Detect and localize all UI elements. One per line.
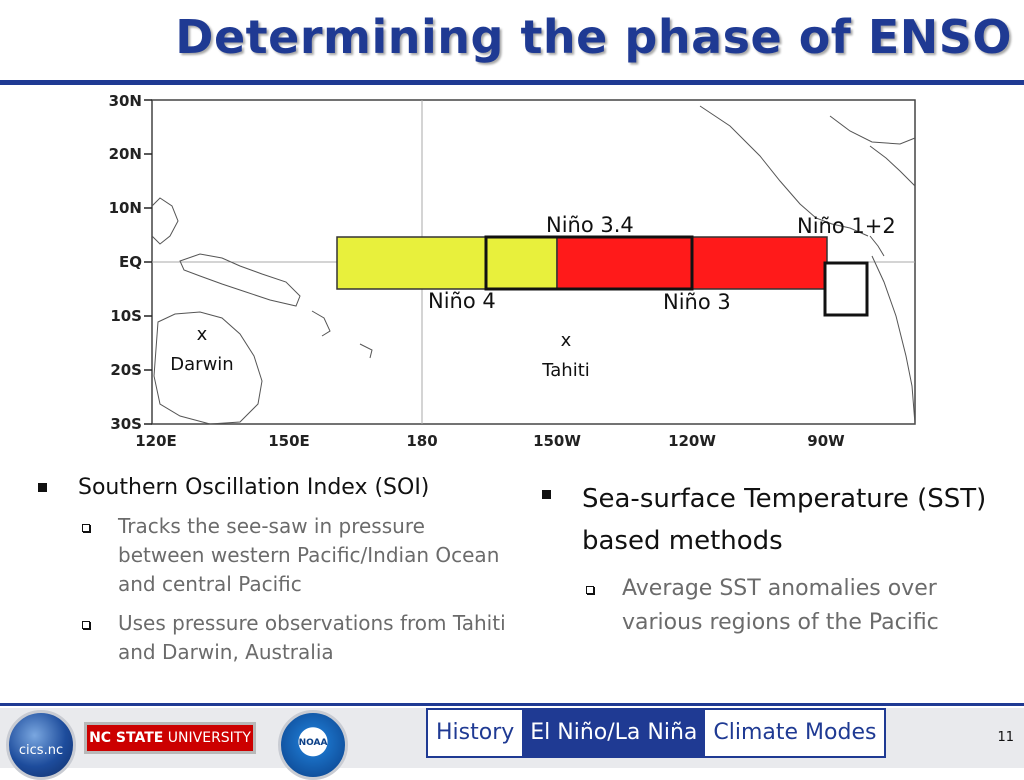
lat-label: 20S [110,361,142,379]
soi-bullet: Southern Oscillation Index (SOI) [38,474,508,502]
soi-subitem: Tracks the see-saw in pressure between w… [38,512,508,599]
hollow-square-bullet-icon [586,586,594,594]
sst-heading: Sea-surface Temperature (SST) based meth… [582,484,987,556]
hollow-square-bullet-icon [82,621,90,629]
noaa-logo-text: NOAA [298,738,328,748]
tab-el-nino-la-nina[interactable]: El Niño/La Niña [522,710,706,756]
lon-label: 180 [406,432,437,450]
lat-label: 10S [110,307,142,325]
nino34-label: Niño 3.4 [546,213,634,237]
nino34-box [484,235,694,291]
nino12-box [823,261,869,317]
sst-bullet: Sea-surface Temperature (SST) based meth… [542,478,1002,562]
ncsu-logo-bold: NC STATE [89,730,164,746]
soi-subitem: Uses pressure observations from Tahiti a… [38,609,508,667]
latitude-ticks [144,99,152,425]
sst-column: Sea-surface Temperature (SST) based meth… [542,478,1002,640]
footer-bar: cics.nc NC STATE UNIVERSITY NOAA History… [0,708,1024,780]
coastlines [151,105,916,425]
cics-logo-text: cics.nc [18,743,64,758]
slide-title: Determining the phase of ENSO [175,10,1012,64]
title-divider [0,80,1024,85]
enso-region-map: Niño 3.4 Niño 1+2 Niño 4 Niño 3 30N 20N … [109,92,916,450]
ncsu-logo-rest: UNIVERSITY [163,730,251,746]
tahiti-marker: x [561,330,572,351]
lat-label: 20N [109,145,142,163]
soi-subitem-text: Tracks the see-saw in pressure between w… [118,514,500,596]
longitude-labels: 120E 150E 180 150W 120W 90W [135,432,845,450]
cics-logo: cics.nc [6,710,76,780]
hollow-square-bullet-icon [82,524,90,532]
nino4-label: Niño 4 [428,289,496,313]
darwin-marker: x [197,324,208,345]
lat-label: 10N [109,199,142,217]
lon-label: 120W [668,432,716,450]
nino4-western-box [336,236,558,290]
lon-label: 120E [135,432,177,450]
lat-label: EQ [119,253,142,271]
footer-divider [0,703,1024,706]
sst-subitem: Average SST anomalies over various regio… [542,572,1002,640]
soi-subitem-text: Uses pressure observations from Tahiti a… [118,611,506,664]
lat-label: 30S [110,415,142,433]
lon-label: 90W [807,432,845,450]
tab-climate-modes[interactable]: Climate Modes [713,720,877,745]
square-bullet-icon [38,483,47,492]
tahiti-label: Tahiti [541,360,590,381]
sst-subitem-text: Average SST anomalies over various regio… [622,576,939,635]
square-bullet-icon [542,490,551,499]
lat-label: 30N [109,92,142,110]
lon-label: 150W [533,432,581,450]
soi-heading: Southern Oscillation Index (SOI) [78,475,430,500]
tab-history[interactable]: History [436,720,515,745]
noaa-logo: NOAA [278,710,348,780]
latitude-labels: 30N 20N 10N EQ 10S 20S 30S [109,92,142,433]
section-tabs: History El Niño/La Niña Climate Modes [426,708,887,758]
ncsu-logo: NC STATE UNIVERSITY [84,722,256,754]
nino3-label: Niño 3 [663,290,731,314]
page-number: 11 [997,730,1014,745]
nino12-label: Niño 1+2 [797,214,896,238]
soi-column: Southern Oscillation Index (SOI) Tracks … [38,474,508,667]
lon-label: 150E [268,432,310,450]
darwin-label: Darwin [170,354,233,375]
